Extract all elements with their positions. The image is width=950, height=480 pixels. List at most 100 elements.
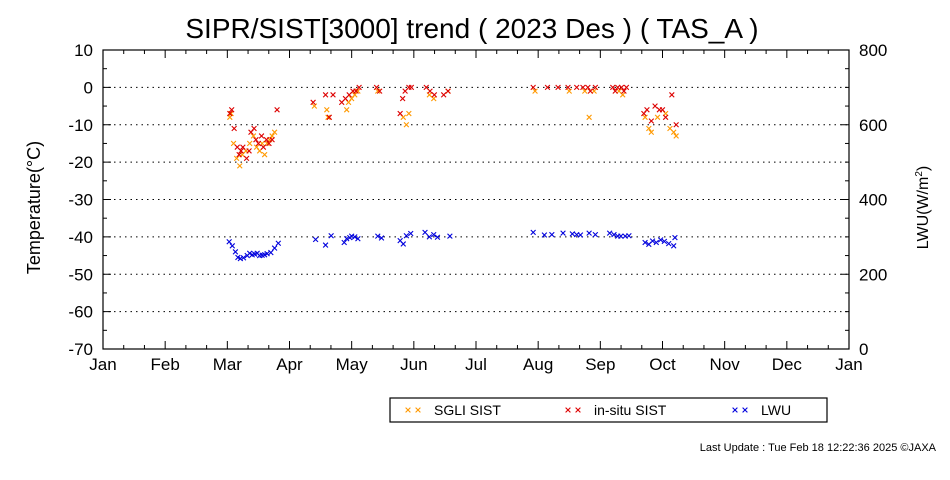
marker-stroke xyxy=(653,239,660,246)
marker-stroke xyxy=(399,95,406,102)
marker-stroke xyxy=(268,249,274,256)
x-tick-label: Sep xyxy=(585,355,615,374)
marker-stroke xyxy=(343,235,350,242)
point-in-situ-sist xyxy=(644,107,650,113)
point-lwu xyxy=(657,237,664,243)
point-lwu xyxy=(642,239,648,246)
marker-stroke xyxy=(592,231,599,238)
point-sgli-sist xyxy=(586,114,592,121)
marker-stroke xyxy=(642,114,648,121)
marker-stroke xyxy=(263,136,270,143)
point-lwu xyxy=(378,235,385,241)
marker-stroke xyxy=(397,110,403,117)
marker-stroke xyxy=(447,233,453,239)
point-in-situ-sist xyxy=(263,136,270,143)
legend: SGLI SIST in-situ SIST LWU xyxy=(389,397,828,423)
point-in-situ-sist xyxy=(399,95,406,102)
marker-stroke xyxy=(575,407,581,413)
point-in-situ-sist xyxy=(445,88,451,94)
marker-stroke xyxy=(580,84,586,91)
marker-stroke xyxy=(233,155,240,162)
point-lwu xyxy=(407,230,414,237)
point-in-situ-sist xyxy=(427,88,433,94)
axis-ticks: 100-10-20-30-40-50-60-708006004002000Jan… xyxy=(68,41,887,374)
legend-marker xyxy=(732,407,738,413)
point-in-situ-sist xyxy=(274,107,280,113)
marker-stroke xyxy=(310,99,316,106)
point-lwu xyxy=(541,232,548,238)
point-sgli-sist xyxy=(271,129,278,136)
marker-stroke xyxy=(427,88,433,94)
x-tick-label: Jul xyxy=(465,355,487,374)
point-lwu xyxy=(569,231,576,237)
legend-marker xyxy=(405,407,411,413)
marker-stroke xyxy=(430,95,437,102)
marker-stroke xyxy=(356,84,362,91)
point-sgli-sist xyxy=(355,88,361,94)
y2-tick-label: 200 xyxy=(859,265,887,284)
marker-stroke xyxy=(251,125,257,132)
marker-stroke xyxy=(397,237,403,244)
marker-stroke xyxy=(654,114,661,121)
point-lwu xyxy=(275,240,282,247)
marker-stroke xyxy=(341,239,347,246)
marker-stroke xyxy=(422,229,428,236)
point-lwu xyxy=(232,249,239,255)
y2-tick-label: 800 xyxy=(859,41,887,60)
marker-stroke xyxy=(622,233,628,239)
point-in-situ-sist xyxy=(565,84,571,91)
marker-stroke xyxy=(618,233,624,239)
point-in-situ-sist xyxy=(612,88,619,94)
marker-stroke xyxy=(405,407,411,413)
point-lwu xyxy=(618,233,624,239)
point-lwu xyxy=(549,231,555,238)
point-lwu xyxy=(351,234,358,240)
point-lwu xyxy=(246,250,253,257)
marker-stroke xyxy=(669,92,675,98)
point-in-situ-sist xyxy=(228,107,235,113)
marker-stroke xyxy=(585,84,591,91)
marker-stroke xyxy=(612,88,619,94)
point-in-situ-sist xyxy=(669,92,675,98)
marker-stroke xyxy=(236,163,243,169)
point-lwu xyxy=(322,242,329,248)
point-in-situ-sist xyxy=(623,84,630,91)
y-tick-label: -60 xyxy=(68,303,93,322)
y2-tick-label: 0 xyxy=(859,340,868,359)
point-in-situ-sist xyxy=(406,84,412,91)
marker-stroke xyxy=(253,144,260,150)
point-sgli-sist xyxy=(246,140,253,147)
marker-stroke xyxy=(376,88,383,94)
marker-stroke xyxy=(324,107,330,113)
marker-stroke xyxy=(374,233,381,239)
marker-stroke xyxy=(626,232,632,239)
point-lwu xyxy=(264,250,270,257)
marker-stroke xyxy=(569,231,576,237)
marker-stroke xyxy=(544,84,551,91)
point-in-situ-sist xyxy=(322,92,329,98)
marker-stroke xyxy=(231,125,237,132)
x-tick-label: Feb xyxy=(151,355,180,374)
point-lwu xyxy=(343,235,350,242)
marker-stroke xyxy=(648,118,655,124)
marker-stroke xyxy=(264,250,270,257)
marker-stroke xyxy=(673,121,679,128)
point-in-situ-sist xyxy=(397,110,403,117)
point-lwu xyxy=(653,239,660,246)
legend-marker xyxy=(575,407,581,413)
x-tick-label: Nov xyxy=(710,355,741,374)
marker-stroke xyxy=(667,125,673,132)
point-in-situ-sist xyxy=(356,84,362,91)
marker-stroke xyxy=(649,238,656,244)
y2-axis-label: LWU(W/m2) xyxy=(914,166,932,249)
marker-stroke xyxy=(240,144,246,150)
point-lwu xyxy=(649,238,656,244)
marker-stroke xyxy=(742,407,748,413)
y-tick-label: 0 xyxy=(84,78,93,97)
point-sgli-sist xyxy=(311,103,318,109)
marker-stroke xyxy=(586,114,592,121)
x-tick-label: Aug xyxy=(523,355,553,374)
y-tick-label: -70 xyxy=(68,340,93,359)
point-sgli-sist xyxy=(250,133,257,139)
